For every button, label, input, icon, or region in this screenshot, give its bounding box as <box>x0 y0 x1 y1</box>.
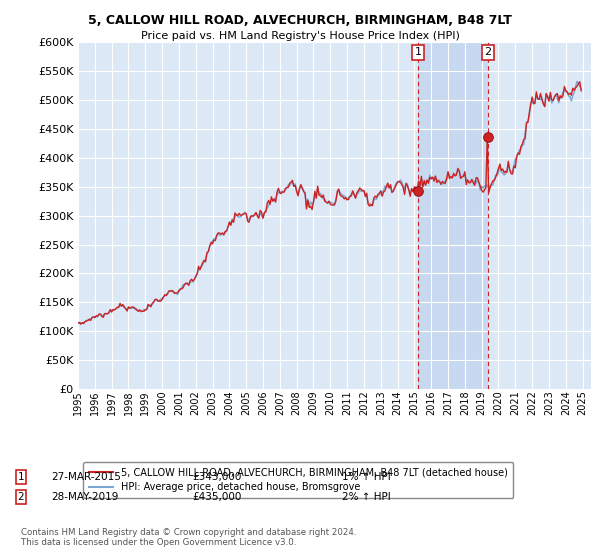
Text: 27-MAR-2015: 27-MAR-2015 <box>51 472 121 482</box>
Text: 2: 2 <box>484 48 491 58</box>
Text: £435,000: £435,000 <box>192 492 241 502</box>
Text: 1% ↑ HPI: 1% ↑ HPI <box>342 472 391 482</box>
Text: 1: 1 <box>415 48 421 58</box>
Text: £343,000: £343,000 <box>192 472 241 482</box>
Point <box>413 186 423 195</box>
Text: 2% ↑ HPI: 2% ↑ HPI <box>342 492 391 502</box>
Text: 1: 1 <box>17 472 25 482</box>
Bar <box>418 42 488 389</box>
Point <box>483 133 493 142</box>
Text: Price paid vs. HM Land Registry's House Price Index (HPI): Price paid vs. HM Land Registry's House … <box>140 31 460 41</box>
Text: Contains HM Land Registry data © Crown copyright and database right 2024.
This d: Contains HM Land Registry data © Crown c… <box>21 528 356 547</box>
Text: 28-MAY-2019: 28-MAY-2019 <box>51 492 118 502</box>
Text: 2: 2 <box>17 492 25 502</box>
Text: 5, CALLOW HILL ROAD, ALVECHURCH, BIRMINGHAM, B48 7LT: 5, CALLOW HILL ROAD, ALVECHURCH, BIRMING… <box>88 14 512 27</box>
Legend: 5, CALLOW HILL ROAD, ALVECHURCH, BIRMINGHAM, B48 7LT (detached house), HPI: Aver: 5, CALLOW HILL ROAD, ALVECHURCH, BIRMING… <box>83 462 514 498</box>
